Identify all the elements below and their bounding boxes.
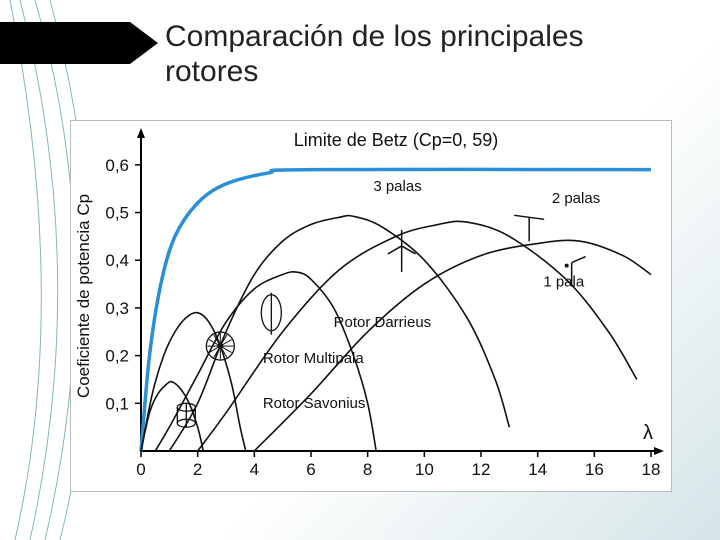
y-tick-label: 0,1 bbox=[105, 394, 129, 413]
label-dos_palas: 2 palas bbox=[552, 190, 600, 207]
x-tick-label: 0 bbox=[136, 460, 145, 479]
label-una_pala: 1 pala bbox=[543, 273, 585, 290]
x-tick-label: 2 bbox=[193, 460, 202, 479]
y-tick-label: 0,3 bbox=[105, 299, 129, 318]
x-tick-label: 8 bbox=[363, 460, 372, 479]
x-tick-label: 18 bbox=[642, 460, 661, 479]
betz-limit-curve bbox=[141, 169, 651, 451]
curve-savonius bbox=[141, 382, 203, 451]
betz-limit-label: Limite de Betz (Cp=0, 59) bbox=[294, 130, 499, 150]
curve-una_pala bbox=[254, 240, 651, 451]
label-darrieus: Rotor Darrieus bbox=[334, 314, 432, 331]
x-tick-label: 12 bbox=[472, 460, 491, 479]
title-accent-bar bbox=[0, 22, 130, 64]
three-blade-icon bbox=[388, 230, 416, 272]
y-tick-label: 0,5 bbox=[105, 204, 129, 223]
two-blade-icon bbox=[514, 215, 544, 241]
label-tres_palas: 3 palas bbox=[373, 178, 421, 195]
x-tick-label: 10 bbox=[415, 460, 434, 479]
x-tick-label: 6 bbox=[306, 460, 315, 479]
rotor-comparison-chart: 0,1 0,2 0,3 0,4 0,5 0,6 0 2 4 6 8 10 12 14 16 18 Coefici… bbox=[70, 120, 672, 492]
y-tick-label: 0,4 bbox=[105, 251, 129, 270]
x-axis-symbol: λ bbox=[643, 422, 653, 444]
slide-title: Comparación de los principales rotores bbox=[165, 20, 665, 89]
y-axis-title: Coeficiente de potencia Cp bbox=[74, 194, 93, 398]
multipala-icon bbox=[206, 332, 234, 360]
curve-dos_palas bbox=[198, 221, 637, 451]
label-savonius: Rotor Savonius bbox=[263, 395, 366, 412]
x-tick-label: 16 bbox=[585, 460, 604, 479]
y-tick-label: 0,2 bbox=[105, 347, 129, 366]
darrieus-icon bbox=[261, 293, 281, 335]
x-tick-label: 14 bbox=[528, 460, 547, 479]
x-tick-label: 4 bbox=[250, 460, 259, 479]
y-tick-label: 0,6 bbox=[105, 156, 129, 175]
